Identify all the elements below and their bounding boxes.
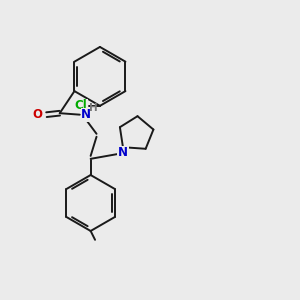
Text: Cl: Cl: [74, 99, 87, 112]
Text: N: N: [118, 146, 128, 159]
Text: N: N: [81, 108, 91, 121]
Text: O: O: [33, 108, 43, 121]
Text: H: H: [89, 103, 98, 113]
